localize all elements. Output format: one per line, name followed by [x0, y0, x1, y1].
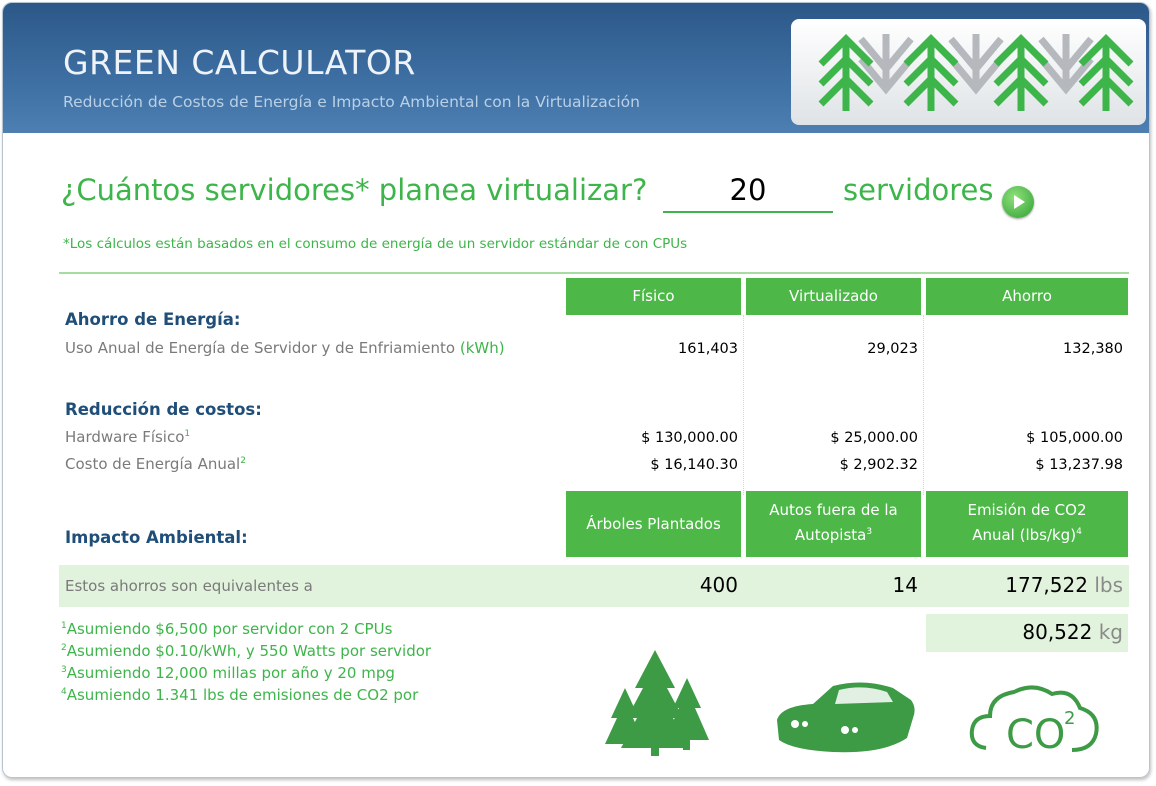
kg-box: [926, 614, 1128, 652]
value: 161,403: [678, 341, 738, 357]
column-header: Físico: [566, 278, 741, 315]
note: *Los cálculos están basados en el consum…: [63, 236, 688, 252]
footnote: 2Asumiendo $0.10/kWh, y 550 Watts por se…: [61, 639, 431, 660]
logo-graphic: [818, 34, 1134, 111]
header-line: Anual (lbs/kg): [972, 526, 1077, 544]
trees-icon: [605, 650, 709, 756]
row-label: Estos ahorros son equivalentes a: [65, 577, 313, 595]
section-heading: Ahorro de Energía:: [65, 310, 241, 329]
section-heading: Impacto Ambiental:: [65, 528, 248, 547]
unit: (kWh): [459, 339, 505, 357]
equivalent-row: [59, 565, 1129, 607]
play-icon: [1014, 195, 1025, 209]
value: $ 13,237.98: [1035, 457, 1123, 473]
label-text: Hardware Físico: [65, 428, 185, 446]
subtitle: Reducción de Costos de Energía e Impacto…: [63, 93, 640, 111]
car-icon: [777, 682, 915, 753]
header: GREEN CALCULATOR Reducción de Costos de …: [3, 3, 1149, 133]
row-label: Hardware Físico1: [65, 428, 190, 446]
title: GREEN CALCULATOR: [63, 43, 416, 82]
value: $ 2,902.32: [839, 457, 918, 473]
server-input[interactable]: 20: [729, 173, 767, 207]
value: 400: [699, 573, 738, 597]
header-line: Autos fuera de la: [769, 501, 898, 519]
question: ¿Cuántos servidores* planea virtualizar?: [61, 173, 648, 207]
footnote-ref: 4: [1076, 527, 1082, 537]
header-line: Autopista: [794, 526, 867, 544]
value: $ 130,000.00: [641, 430, 738, 446]
unit: lbs: [1094, 573, 1123, 597]
value: 14: [892, 573, 918, 597]
column-separator: [743, 315, 744, 495]
column-header: Árboles Plantados: [566, 491, 741, 557]
footnote: 1Asumiendo $6,500 por servidor con 2 CPU…: [61, 617, 392, 638]
footnote-text: Asumiendo 1.341 lbs de emisiones de CO2 …: [66, 686, 419, 704]
value: 80,522 kg: [923, 620, 1123, 644]
footnote-ref: 1: [184, 429, 191, 439]
value: 29,023: [867, 341, 918, 357]
footnote-ref: 2: [240, 456, 246, 466]
value: 132,380: [1063, 341, 1123, 357]
unit: kg: [1098, 620, 1123, 644]
label-text: Uso Anual de Energía de Servidor y de En…: [65, 339, 456, 357]
column-header: Emisión de CO2 Anual (lbs/kg)4: [926, 491, 1128, 557]
input-underline: [663, 211, 833, 213]
column-header: Virtualizado: [746, 278, 921, 315]
footnote-number: 3: [61, 665, 67, 675]
co2-text: CO: [1006, 712, 1065, 758]
footnote-number: 1: [61, 621, 67, 631]
calculate-button[interactable]: [1002, 186, 1034, 218]
column-header: Autos fuera de la Autopista3: [746, 491, 921, 557]
co2-icon: CO 2: [969, 685, 1099, 758]
value: $ 16,140.30: [650, 457, 738, 473]
row-label: Costo de Energía Anual2: [65, 455, 246, 473]
divider: [59, 272, 1129, 274]
value: $ 105,000.00: [1026, 430, 1123, 446]
footnote-text: Asumiendo $0.10/kWh, y 550 Watts por ser…: [66, 642, 432, 660]
value-number: 80,522: [1022, 620, 1093, 644]
footnote-number: 2: [61, 643, 67, 653]
co2-subscript: 2: [1064, 708, 1075, 729]
value: $ 25,000.00: [830, 430, 918, 446]
logo: [791, 19, 1146, 125]
label-text: Costo de Energía Anual: [65, 455, 241, 473]
footnote-number: 4: [61, 687, 67, 697]
value-number: 177,522: [1005, 573, 1088, 597]
section-heading: Reducción de costos:: [65, 400, 262, 419]
footnote: 3Asumiendo 12,000 millas por año y 20 mp…: [61, 661, 395, 682]
footnote-ref: 3: [866, 527, 873, 537]
footnote-text: Asumiendo 12,000 millas por año y 20 mpg: [66, 664, 395, 682]
header-line: Emisión de CO2: [967, 501, 1087, 519]
column-separator: [923, 315, 924, 495]
column-header: Ahorro: [926, 278, 1128, 315]
row-label: Uso Anual de Energía de Servidor y de En…: [65, 339, 505, 357]
footnote-text: Asumiendo $6,500 por servidor con 2 CPUs: [66, 620, 393, 638]
footnote: 4Asumiendo 1.341 lbs de emisiones de CO2…: [61, 683, 418, 704]
value: 177,522 lbs: [923, 573, 1123, 597]
question-suffix: servidores: [843, 173, 994, 207]
